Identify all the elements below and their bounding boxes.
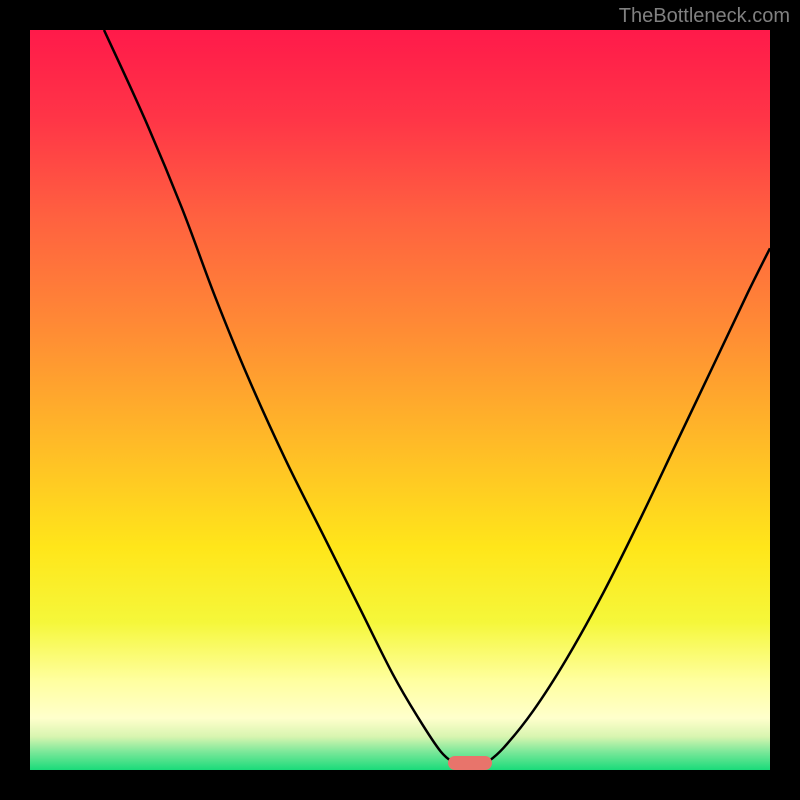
watermark: TheBottleneck.com [619, 5, 790, 28]
optimal-marker [448, 756, 492, 770]
bottleneck-curve [30, 30, 770, 770]
plot-area [30, 30, 770, 770]
